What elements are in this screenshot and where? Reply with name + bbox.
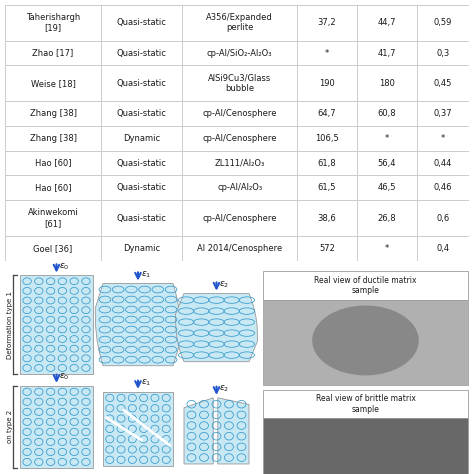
Ellipse shape bbox=[312, 306, 419, 375]
Text: Zhao [17]: Zhao [17] bbox=[32, 49, 73, 57]
Text: on type 2: on type 2 bbox=[7, 410, 13, 444]
Text: Quasi-static: Quasi-static bbox=[117, 49, 167, 57]
Text: Quasi-static: Quasi-static bbox=[117, 159, 167, 167]
Bar bbox=[263, 390, 468, 418]
Bar bbox=[263, 418, 468, 474]
Text: 0,6: 0,6 bbox=[437, 214, 450, 222]
Text: Taherishargh
[19]: Taherishargh [19] bbox=[26, 13, 80, 32]
Bar bbox=[20, 275, 93, 374]
Text: 0,59: 0,59 bbox=[434, 18, 452, 27]
Text: Quasi-static: Quasi-static bbox=[117, 18, 167, 27]
Text: Goel [36]: Goel [36] bbox=[33, 244, 73, 253]
Text: AlSi9Cu3/Glass
bubble: AlSi9Cu3/Glass bubble bbox=[208, 74, 271, 93]
Text: 26,8: 26,8 bbox=[378, 214, 396, 222]
Text: Deformation type 1: Deformation type 1 bbox=[7, 291, 13, 359]
Text: $\varepsilon_2$: $\varepsilon_2$ bbox=[219, 280, 230, 290]
Text: cp-Al/Cenosphere: cp-Al/Cenosphere bbox=[202, 214, 277, 222]
Text: *: * bbox=[385, 134, 389, 143]
Text: 190: 190 bbox=[319, 79, 335, 88]
Text: Quasi-static: Quasi-static bbox=[117, 79, 167, 88]
Text: Zhang [38]: Zhang [38] bbox=[29, 109, 76, 118]
Text: *: * bbox=[441, 134, 445, 143]
Text: 41,7: 41,7 bbox=[378, 49, 396, 57]
Text: Dynamic: Dynamic bbox=[123, 134, 160, 143]
PathPatch shape bbox=[95, 283, 181, 366]
Text: $\varepsilon_0$: $\varepsilon_0$ bbox=[60, 372, 70, 382]
Text: Al 2014/Cenosphere: Al 2014/Cenosphere bbox=[197, 244, 282, 253]
Text: $\varepsilon_0$: $\varepsilon_0$ bbox=[60, 262, 70, 272]
Polygon shape bbox=[184, 398, 213, 464]
Text: 38,6: 38,6 bbox=[318, 214, 337, 222]
Text: Weise [18]: Weise [18] bbox=[31, 79, 75, 88]
Bar bbox=[103, 392, 173, 466]
Text: 37,2: 37,2 bbox=[318, 18, 337, 27]
Text: $\varepsilon_2$: $\varepsilon_2$ bbox=[219, 384, 230, 394]
Text: 0,4: 0,4 bbox=[437, 244, 450, 253]
Text: cp-Al/Cenosphere: cp-Al/Cenosphere bbox=[202, 134, 277, 143]
Text: 60,8: 60,8 bbox=[378, 109, 396, 118]
Text: A356/Expanded
perlite: A356/Expanded perlite bbox=[206, 13, 273, 32]
Bar bbox=[20, 386, 93, 468]
Text: Zhang [38]: Zhang [38] bbox=[29, 134, 76, 143]
Text: cp-Al/Cenosphere: cp-Al/Cenosphere bbox=[202, 109, 277, 118]
Text: Quasi-static: Quasi-static bbox=[117, 109, 167, 118]
Text: 572: 572 bbox=[319, 244, 335, 253]
Text: Quasi-static: Quasi-static bbox=[117, 183, 167, 192]
Text: Hao [60]: Hao [60] bbox=[35, 183, 71, 192]
Text: cp-Al/Al₂O₃: cp-Al/Al₂O₃ bbox=[217, 183, 262, 192]
Text: Real view of brittle matrix
sample: Real view of brittle matrix sample bbox=[316, 394, 415, 413]
Text: Real view of ductile matrix
sample: Real view of ductile matrix sample bbox=[314, 276, 417, 295]
Text: 106,5: 106,5 bbox=[315, 134, 339, 143]
Text: 64,7: 64,7 bbox=[318, 109, 337, 118]
Text: *: * bbox=[385, 244, 389, 253]
Text: ZL111/Al₂O₃: ZL111/Al₂O₃ bbox=[214, 159, 265, 167]
Text: 0,44: 0,44 bbox=[434, 159, 452, 167]
Text: Quasi-static: Quasi-static bbox=[117, 214, 167, 222]
Text: Hao [60]: Hao [60] bbox=[35, 159, 71, 167]
Text: 46,5: 46,5 bbox=[378, 183, 396, 192]
Text: cp-Al/SiO₂-Al₂O₃: cp-Al/SiO₂-Al₂O₃ bbox=[207, 49, 273, 57]
Bar bbox=[263, 272, 468, 300]
Bar bbox=[263, 300, 468, 385]
Text: 61,5: 61,5 bbox=[318, 183, 336, 192]
Text: 0,45: 0,45 bbox=[434, 79, 452, 88]
Text: 0,37: 0,37 bbox=[434, 109, 453, 118]
Text: $\varepsilon_1$: $\varepsilon_1$ bbox=[141, 378, 151, 388]
Text: 0,3: 0,3 bbox=[437, 49, 450, 57]
PathPatch shape bbox=[175, 293, 257, 362]
Text: 61,8: 61,8 bbox=[318, 159, 337, 167]
Text: 56,4: 56,4 bbox=[378, 159, 396, 167]
Text: 44,7: 44,7 bbox=[378, 18, 396, 27]
Text: $\varepsilon_1$: $\varepsilon_1$ bbox=[141, 269, 151, 280]
Text: 0,46: 0,46 bbox=[434, 183, 452, 192]
Text: *: * bbox=[325, 49, 329, 57]
Text: Akinwekomi
[61]: Akinwekomi [61] bbox=[27, 209, 78, 228]
Text: 180: 180 bbox=[379, 79, 395, 88]
Text: Dynamic: Dynamic bbox=[123, 244, 160, 253]
Polygon shape bbox=[218, 398, 249, 464]
